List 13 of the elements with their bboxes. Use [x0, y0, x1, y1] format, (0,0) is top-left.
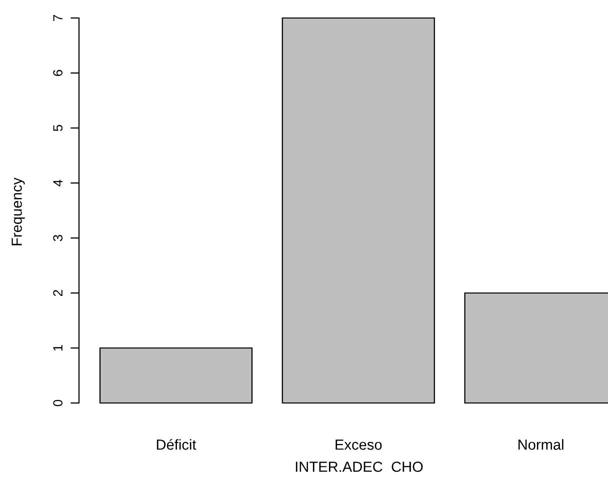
y-axis-title: Frequency	[12, 178, 25, 246]
y-tick-label: 7	[53, 14, 62, 21]
y-tick-label: 2	[53, 290, 62, 296]
y-tick-label: 1	[53, 344, 62, 351]
x-tick-label: Normal	[518, 439, 564, 450]
y-tick-label: 6	[53, 70, 63, 76]
x-axis-title: INTER.ADEC CHO	[296, 462, 423, 472]
y-tick-label: 0	[53, 400, 63, 406]
x-tick-label: Exceso	[336, 440, 382, 450]
x-tick-label: Déficit	[156, 438, 196, 450]
y-tick-label: 5	[53, 124, 63, 132]
y-tick-label: 4	[53, 180, 62, 186]
y-tick-label: 3	[53, 234, 63, 242]
